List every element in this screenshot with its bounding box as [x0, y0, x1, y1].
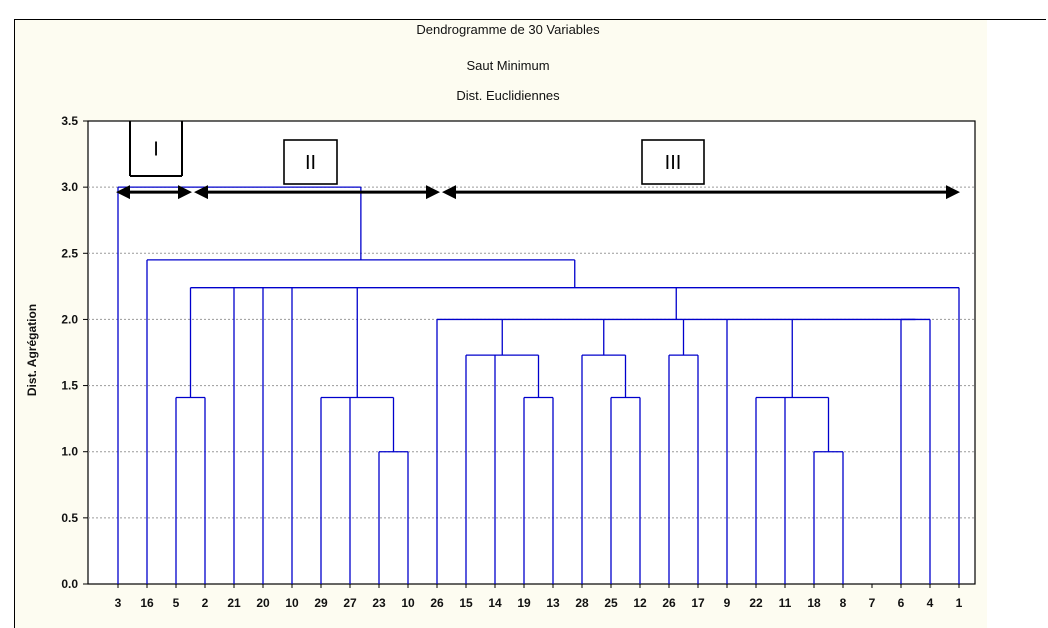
leaf-label: 4 — [927, 596, 934, 610]
leaf-label: 27 — [343, 596, 357, 610]
chart-title: Dendrogramme de 30 Variables — [416, 22, 600, 37]
plot-area: 0.00.51.01.52.02.53.03.53 16 5 2 21 20 10 29 27 2… — [61, 114, 976, 610]
leaf-label: 9 — [724, 596, 731, 610]
leaf-label: 7 — [869, 596, 876, 610]
leaf-label: 23 — [372, 596, 386, 610]
group-label: I — [153, 139, 159, 161]
group-label: II — [305, 152, 316, 174]
y-tick-label: 3.0 — [61, 180, 78, 194]
leaf-label: 15 — [459, 596, 473, 610]
plot-frame — [87, 120, 976, 585]
leaf-label: 14 — [488, 596, 502, 610]
group-arrow-right-head — [946, 185, 960, 200]
group-arrow-right-head — [178, 185, 192, 200]
y-tick-label: 1.0 — [61, 445, 78, 459]
top-border-line — [14, 19, 1046, 20]
leaf-label: 2 — [202, 596, 209, 610]
group-arrow-left-head — [194, 185, 208, 200]
leaf-label: 28 — [575, 596, 589, 610]
group-arrow-left-head — [116, 185, 130, 200]
leaf-label: 26 — [662, 596, 676, 610]
leaf-label: 6 — [898, 596, 905, 610]
group-arrow-right-head — [426, 185, 440, 200]
leaf-label: 10 — [285, 596, 299, 610]
chart-subtitle-method: Saut Minimum — [466, 58, 549, 73]
left-border-line — [14, 19, 15, 628]
leaf-label: 26 — [430, 596, 444, 610]
leaf-label: 21 — [227, 596, 241, 610]
y-tick-label: 3.5 — [61, 114, 78, 128]
leaf-label: 11 — [779, 596, 792, 610]
group-box — [641, 139, 705, 185]
y-tick-label: 2.0 — [61, 312, 78, 326]
leaf-label: 18 — [807, 596, 821, 610]
chart-subtitle-distance: Dist. Euclidiennes — [456, 88, 560, 103]
leaf-label: 10 — [401, 596, 415, 610]
leaf-label: 8 — [840, 596, 847, 610]
leaf-label: 5 — [173, 596, 180, 610]
group-arrow-left-head — [442, 185, 456, 200]
y-tick-label: 0.5 — [61, 511, 78, 525]
leaf-label: 20 — [256, 596, 270, 610]
group-label: III — [665, 152, 682, 174]
leaf-label: 17 — [691, 596, 705, 610]
group-box — [283, 139, 338, 185]
y-axis-label: Dist. Agrégation — [25, 304, 39, 396]
leaf-label: 3 — [115, 596, 122, 610]
leaf-label: 19 — [517, 596, 531, 610]
leaf-label: 1 — [956, 596, 963, 610]
y-tick-label: 1.5 — [61, 379, 78, 393]
leaf-label: 25 — [604, 596, 618, 610]
y-tick-label: 2.5 — [61, 246, 78, 260]
y-tick-label: 0.0 — [61, 577, 78, 591]
leaf-label: 13 — [546, 596, 560, 610]
leaf-label: 29 — [314, 596, 328, 610]
leaf-label: 16 — [140, 596, 154, 610]
leaf-label: 22 — [749, 596, 763, 610]
leaf-label: 12 — [633, 596, 647, 610]
